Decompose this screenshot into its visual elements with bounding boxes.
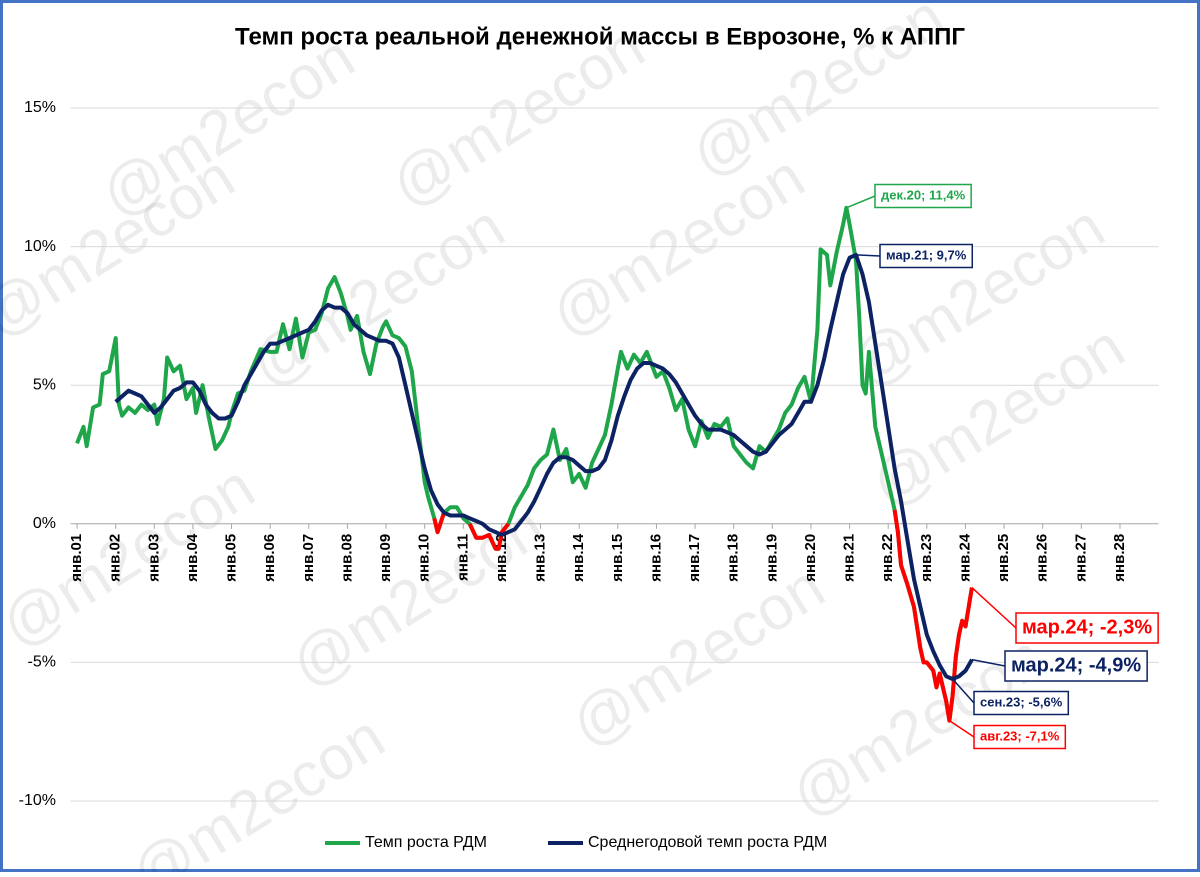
x-tick-label: янв.24	[956, 533, 973, 582]
x-tick-label: янв.13	[532, 534, 549, 582]
x-tick-label: янв.14	[570, 533, 587, 582]
negative-segment	[892, 509, 974, 723]
y-tick-label: 5%	[33, 376, 56, 393]
x-tick-label: янв.04	[184, 533, 201, 582]
annotation-leader	[948, 719, 975, 738]
x-tick-label: янв.05	[223, 534, 240, 582]
annotation-label: мар.24; -2,3%	[1022, 616, 1152, 638]
x-tick-label: янв.16	[647, 534, 664, 582]
x-tick-label: янв.03	[145, 534, 162, 582]
y-tick-label: -5%	[28, 654, 56, 671]
y-tick-label: 0%	[33, 515, 56, 532]
annotation-label: авг.23; -7,1%	[980, 728, 1060, 743]
annotation-label: дек.20; 11,4%	[881, 187, 966, 202]
annotation: авг.23; -7,1%	[948, 719, 1067, 750]
x-tick-label: янв.17	[686, 534, 703, 582]
series-line	[75, 205, 974, 723]
x-tick-label: янв.11	[454, 534, 471, 581]
legend-label: Темп роста РДМ	[365, 834, 487, 851]
x-tick-label: янв.28	[1111, 534, 1128, 582]
x-tick-label: янв.01	[68, 534, 85, 582]
x-tick-label: янв.08	[338, 534, 355, 582]
legend-label: Среднегодовой темп роста РДМ	[588, 834, 827, 851]
annotation-label: мар.24; -4,9%	[1011, 654, 1141, 676]
annotation-label: сен.23; -5,6%	[980, 694, 1063, 709]
annotation-leader	[846, 195, 876, 209]
x-tick-label: янв.22	[879, 534, 896, 582]
x-tick-label: янв.26	[1034, 534, 1051, 582]
y-tick-label: 15%	[24, 99, 56, 116]
x-tick-label: янв.20	[802, 534, 819, 582]
x-tick-label: янв.25	[995, 534, 1012, 582]
x-tick-label: янв.23	[918, 534, 935, 582]
x-tick-label: янв.15	[609, 534, 626, 582]
x-tick-label: янв.07	[300, 534, 317, 582]
x-tick-label: янв.09	[377, 534, 394, 582]
x-tick-label: янв.10	[416, 534, 433, 582]
annotation: мар.24; -4,9%	[971, 650, 1148, 682]
x-tick-label: янв.19	[763, 534, 780, 582]
series-line	[114, 252, 974, 681]
annotation-leader	[855, 254, 881, 257]
annotation: мар.24; -2,3%	[971, 587, 1159, 644]
x-tick-label: янв.06	[261, 534, 278, 582]
annotation-leader	[971, 587, 1017, 629]
x-tick-label: янв.12	[493, 534, 510, 582]
chart-title: Темп роста реальной денежной массы в Евр…	[235, 23, 965, 50]
annotation-label: мар.21; 9,7%	[886, 247, 967, 262]
annotation: дек.20; 11,4%	[846, 183, 972, 209]
x-tick-label: янв.21	[841, 534, 858, 582]
negative-segment	[432, 512, 446, 535]
annotation-leader	[971, 658, 1006, 667]
x-tick-label: янв.27	[1072, 534, 1089, 582]
annotation-leader	[952, 678, 975, 704]
annotation-box	[1004, 650, 1148, 682]
y-tick-label: 10%	[24, 238, 56, 255]
x-tick-label: янв.18	[725, 534, 742, 582]
annotation-box	[1015, 612, 1159, 644]
x-tick-label: янв.02	[107, 534, 124, 582]
y-tick-label: -10%	[19, 792, 56, 809]
annotation: сен.23; -5,6%	[952, 678, 1070, 716]
annotation: мар.21; 9,7%	[855, 243, 974, 269]
